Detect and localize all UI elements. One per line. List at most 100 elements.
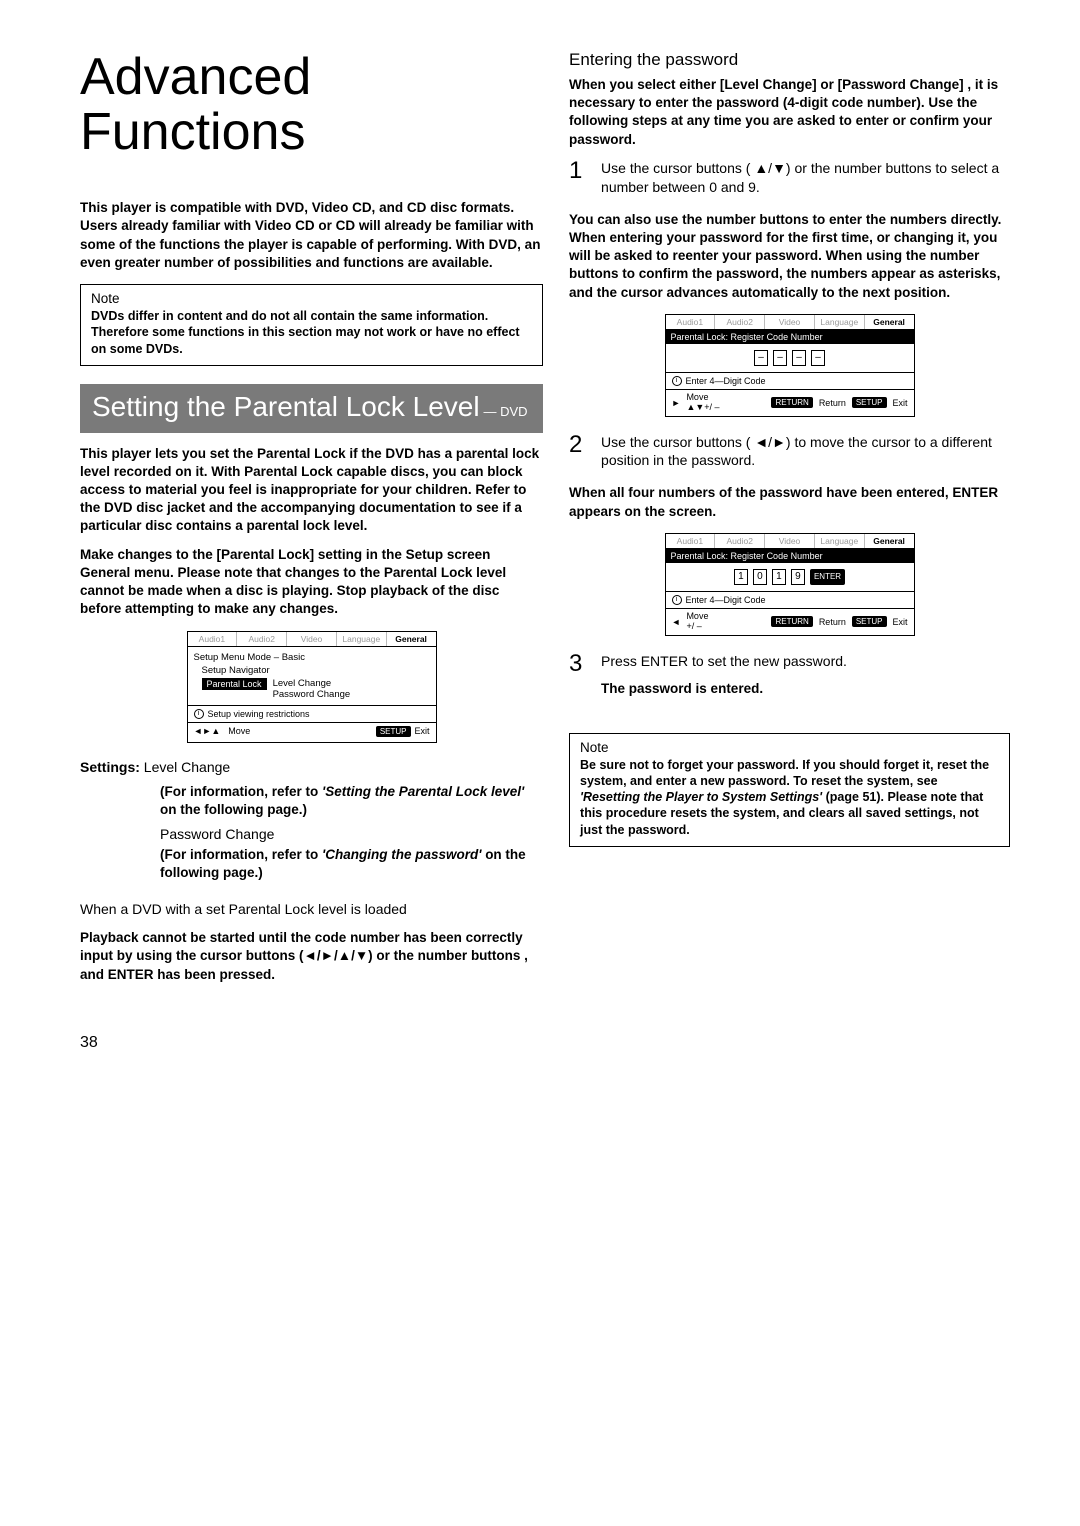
osd-tab: Language [815,534,865,548]
osd-info: i Enter 4—Digit Code [666,372,914,389]
txt: setting in the Setup screen [314,547,490,562]
osd-exit: Exit [415,726,430,736]
intro-text: This player is compatible with DVD, Vide… [80,199,543,272]
osd-tabs: Audio1 Audio2 Video Language General [666,315,914,330]
osd-tab: Video [765,315,815,329]
digit-box: 1 [772,569,786,585]
section-title: Setting the Parental Lock Level [92,391,480,422]
osd-tab-active: General [387,632,436,646]
step2-a: Use the cursor buttons ( ◄/►) to move th… [601,433,1010,471]
step1-a: Use the cursor buttons ( ▲/▼) or the num… [601,159,1010,197]
step-2: 2 Use the cursor buttons ( ◄/►) to move … [569,433,1010,481]
osd-tab: Language [815,315,865,329]
info-icon: i [194,709,204,719]
step1-b: You can also use the number buttons to e… [569,211,1010,302]
osd-exit: Exit [893,398,908,408]
txt: [Parental Lock] [217,547,315,562]
enter-intro: When you select either [Level Change] or… [569,76,1010,149]
osd-tab: Audio2 [715,315,765,329]
setup-btn-icon: SETUP [376,726,411,737]
osd-highlight: Parental Lock [202,678,267,690]
txt: 'Resetting the Player to System Settings… [580,790,822,804]
osd-footer: ► Move ▲▼+/ – RETURN Return SETUP Exit [666,389,914,416]
osd-tab: Audio2 [237,632,287,646]
osd-exit: Exit [893,617,908,627]
osd-info-text: Enter 4—Digit Code [686,376,766,386]
osd-info: i Setup viewing restrictions [188,705,436,722]
step-number: 2 [569,433,589,481]
osd-footer: ◄►▲ Move SETUP Exit [188,722,436,742]
step-3: 3 Press ENTER to set the new password. T… [569,652,1010,709]
osd-tab-active: General [865,534,914,548]
osd-move: Move [228,726,250,736]
osd-tab: Video [765,534,815,548]
osd-tab: Audio1 [666,534,716,548]
osd-line: Setup Menu Mode – Basic [194,651,430,664]
arrow-icon: ► [672,398,681,408]
osd-return: Return [819,617,846,627]
osd-tab: Language [337,632,387,646]
txt: 'Setting the Parental Lock level' [322,784,524,799]
osd-info-text: Enter 4—Digit Code [686,595,766,605]
osd-setup-menu: Audio1 Audio2 Video Language General Set… [187,631,437,743]
parental-p2: Make changes to the [Parental Lock] sett… [80,546,543,619]
note-box-2: Note Be sure not to forget your password… [569,733,1010,847]
note-title: Note [91,291,532,306]
osd-line: Setup Navigator [194,664,430,677]
note-body: Be sure not to forget your password. If … [580,757,999,838]
osd-tabs: Audio1 Audio2 Video Language General [666,534,914,549]
osd-footer: ◄ Move +/ – RETURN Return SETUP Exit [666,608,914,635]
section-subtitle: — DVD [483,404,527,419]
page-number: 38 [80,1034,1010,1052]
osd-tab: Audio2 [715,534,765,548]
osd-password-empty: Audio1 Audio2 Video Language General Par… [665,314,915,417]
txt: (For information, refer to [160,784,322,799]
page-title: Advanced Functions [80,50,543,159]
info-icon: i [672,376,682,386]
digit-row: – – – – [666,344,914,372]
txt: 'Changing the password' [322,847,481,862]
osd-opt: Level Change [273,678,351,689]
section-header: Setting the Parental Lock Level — DVD [80,384,543,433]
settings-row: Settings: Level Change [80,759,543,775]
return-btn-icon: RETURN [771,397,812,408]
step3-a: Press ENTER to set the new password. [601,652,1010,671]
note-box-1: Note DVDs differ in content and do not a… [80,284,543,366]
step2-b: When all four numbers of the password ha… [569,484,1010,520]
osd-tab: Audio1 [666,315,716,329]
digit-box: – [754,350,768,366]
digit-box: 9 [791,569,805,585]
osd-tabs: Audio1 Audio2 Video Language General [188,632,436,647]
digit-row: 1 0 1 9 ENTER [666,563,914,591]
txt: Be sure not to forget your password. If … [580,758,989,788]
osd-password-filled: Audio1 Audio2 Video Language General Par… [665,533,915,636]
step3-b: The password is entered. [601,680,1010,698]
note-title: Note [580,740,999,755]
osd-opt: Password Change [273,689,351,700]
txt: menu. Please note that changes to the Pa… [80,565,506,616]
settings-ref: (For information, refer to 'Setting the … [80,783,543,883]
osd-tab: Video [287,632,337,646]
osd-info: i Enter 4—Digit Code [666,591,914,608]
osd-line: Parental Lock Level Change Password Chan… [194,677,430,701]
settings-value: Level Change [144,759,230,775]
setup-btn-icon: SETUP [852,616,887,627]
enter-btn-icon: ENTER [810,569,845,585]
osd-return: Return [819,398,846,408]
note-body: DVDs differ in content and do not all co… [91,308,532,357]
txt: Make changes to the [80,547,217,562]
settings-label: Settings: [80,759,140,775]
osd-pm: +/ – [686,622,708,632]
osd-title-bar: Parental Lock: Register Code Number [666,330,914,344]
arrow-icon: ◄ [672,617,681,627]
digit-box: – [773,350,787,366]
parental-p1: This player lets you set the Parental Lo… [80,445,543,536]
osd-info-text: Setup viewing restrictions [208,709,310,719]
digit-box: 1 [734,569,748,585]
osd-pm: +/ – [704,402,719,412]
step-number: 3 [569,652,589,709]
txt: (For information, refer to [160,847,322,862]
osd-title-bar: Parental Lock: Register Code Number [666,549,914,563]
digit-box: – [811,350,825,366]
osd-tab-active: General [865,315,914,329]
